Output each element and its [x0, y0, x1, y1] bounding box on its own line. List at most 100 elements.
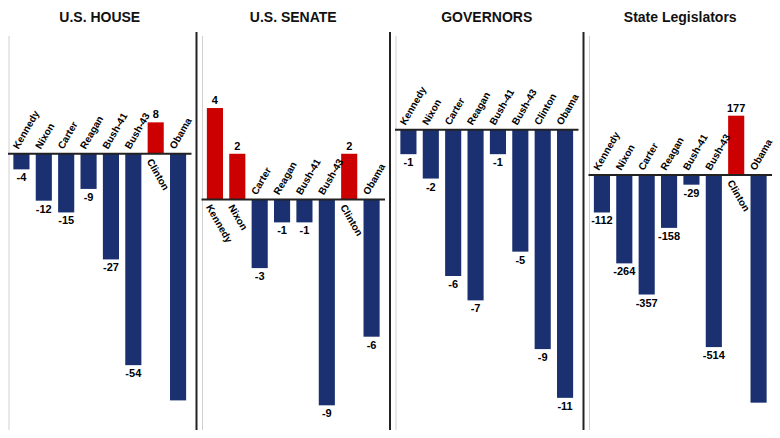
bar	[229, 154, 245, 200]
category-label: Clinton	[725, 178, 752, 213]
bar	[751, 175, 767, 403]
data-label: -158	[658, 230, 680, 242]
zero-line	[589, 174, 773, 176]
panel-title: U.S. SENATE	[250, 9, 337, 25]
range-line	[202, 36, 203, 430]
category-label: Clinton	[145, 157, 172, 192]
zero-line	[202, 198, 386, 200]
data-label: -15	[58, 214, 74, 226]
divider	[583, 32, 585, 430]
bar	[616, 175, 632, 263]
bar	[81, 154, 97, 189]
data-label: 177	[727, 102, 745, 114]
zero-line	[395, 129, 579, 131]
bar	[296, 199, 312, 222]
divider	[389, 32, 391, 430]
bar	[535, 130, 551, 349]
bar	[319, 199, 335, 405]
bar	[512, 130, 528, 252]
data-label: -357	[636, 297, 658, 309]
data-label: -514	[703, 349, 726, 361]
data-label: -1	[277, 224, 287, 236]
data-label: 2	[346, 140, 352, 152]
bar	[274, 199, 290, 222]
data-label: -9	[322, 407, 332, 419]
data-label: 4	[212, 94, 219, 106]
bar	[103, 154, 119, 260]
range-line	[396, 36, 397, 430]
category-label: Nixon	[33, 121, 56, 151]
category-label: Obama	[554, 92, 581, 127]
data-label: -2	[426, 181, 436, 193]
data-label: -3	[255, 270, 265, 282]
range-line	[589, 36, 590, 430]
category-label: Clinton	[338, 203, 365, 238]
data-label: -5	[515, 254, 525, 266]
panel-title: GOVERNORS	[441, 9, 532, 25]
bar	[728, 116, 744, 175]
data-label: -29	[683, 187, 699, 199]
panel: U.S. HOUSE-4-12-15-9-27-548KennedyNixonC…	[8, 9, 194, 430]
category-label: Bush-43	[703, 132, 732, 172]
data-label: -11	[557, 400, 572, 412]
bar	[445, 130, 461, 276]
bar	[341, 154, 357, 200]
panel: State Legislators -112 -264 -357 -158 -29 -514…	[589, 9, 775, 430]
bar	[170, 154, 186, 401]
bar	[364, 199, 380, 336]
data-label: -7	[471, 302, 481, 314]
bar	[36, 154, 52, 201]
panel-title: U.S. HOUSE	[59, 9, 140, 25]
category-label: Obama	[748, 137, 775, 172]
category-label: Obama	[167, 115, 194, 150]
category-label: Bush-43	[316, 156, 345, 196]
bar	[252, 199, 268, 268]
bar	[594, 175, 610, 213]
panel: GOVERNORS-1-2-6-7-1-5-9-11KennedyNixonCa…	[395, 9, 581, 430]
data-label: -6	[448, 278, 458, 290]
bar	[13, 154, 29, 170]
bar	[148, 122, 164, 153]
data-label: -6	[367, 339, 377, 351]
range-line	[9, 36, 10, 430]
bar	[58, 154, 74, 213]
bar	[125, 154, 141, 365]
divider	[196, 32, 198, 430]
data-label: -112	[591, 214, 612, 226]
data-label: -27	[103, 261, 119, 273]
data-label: -4	[17, 171, 28, 183]
data-label: -264	[613, 265, 636, 277]
bars	[594, 116, 767, 403]
category-label: Nixon	[614, 142, 637, 172]
bar	[706, 175, 722, 347]
data-label: 2	[234, 140, 240, 152]
bars	[13, 122, 186, 400]
data-label: -12	[36, 203, 52, 215]
data-label: -9	[538, 351, 548, 363]
category-label: Nixon	[420, 97, 443, 127]
bar	[490, 130, 506, 154]
bar	[661, 175, 677, 228]
bars	[400, 130, 573, 398]
category-label: Carter	[55, 120, 79, 151]
data-label: -9	[84, 191, 94, 203]
category-label: Obama	[361, 161, 388, 196]
category-label: Carter	[442, 96, 466, 127]
bar	[207, 108, 223, 199]
zero-line	[8, 153, 192, 155]
data-label: -1	[493, 156, 503, 168]
bar	[400, 130, 416, 154]
bar	[468, 130, 484, 301]
bars	[207, 108, 380, 405]
chart-root: U.S. HOUSE-4-12-15-9-27-548KennedyNixonC…	[0, 0, 780, 438]
category-label: Carter	[249, 165, 273, 196]
category-label: Nixon	[226, 203, 249, 233]
data-label: -1	[300, 224, 310, 236]
bar	[557, 130, 573, 398]
category-label: Bush-43	[123, 111, 152, 151]
bar	[639, 175, 655, 295]
data-label: 8	[153, 108, 159, 120]
panel: U.S. SENATE42-3-1-1-92-6KennedyNixonCart…	[202, 9, 388, 430]
data-label: -1	[404, 156, 414, 168]
panel-title: State Legislators	[624, 9, 737, 25]
